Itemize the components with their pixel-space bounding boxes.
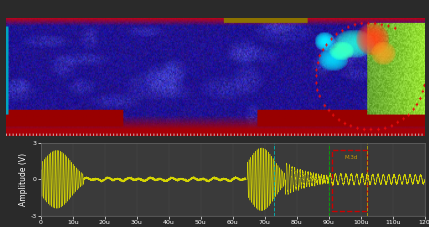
Bar — [332, 150, 367, 211]
Text: (a): (a) — [208, 143, 224, 153]
Y-axis label: Amplitude (V): Amplitude (V) — [19, 153, 28, 206]
Text: M.3d: M.3d — [344, 155, 358, 160]
